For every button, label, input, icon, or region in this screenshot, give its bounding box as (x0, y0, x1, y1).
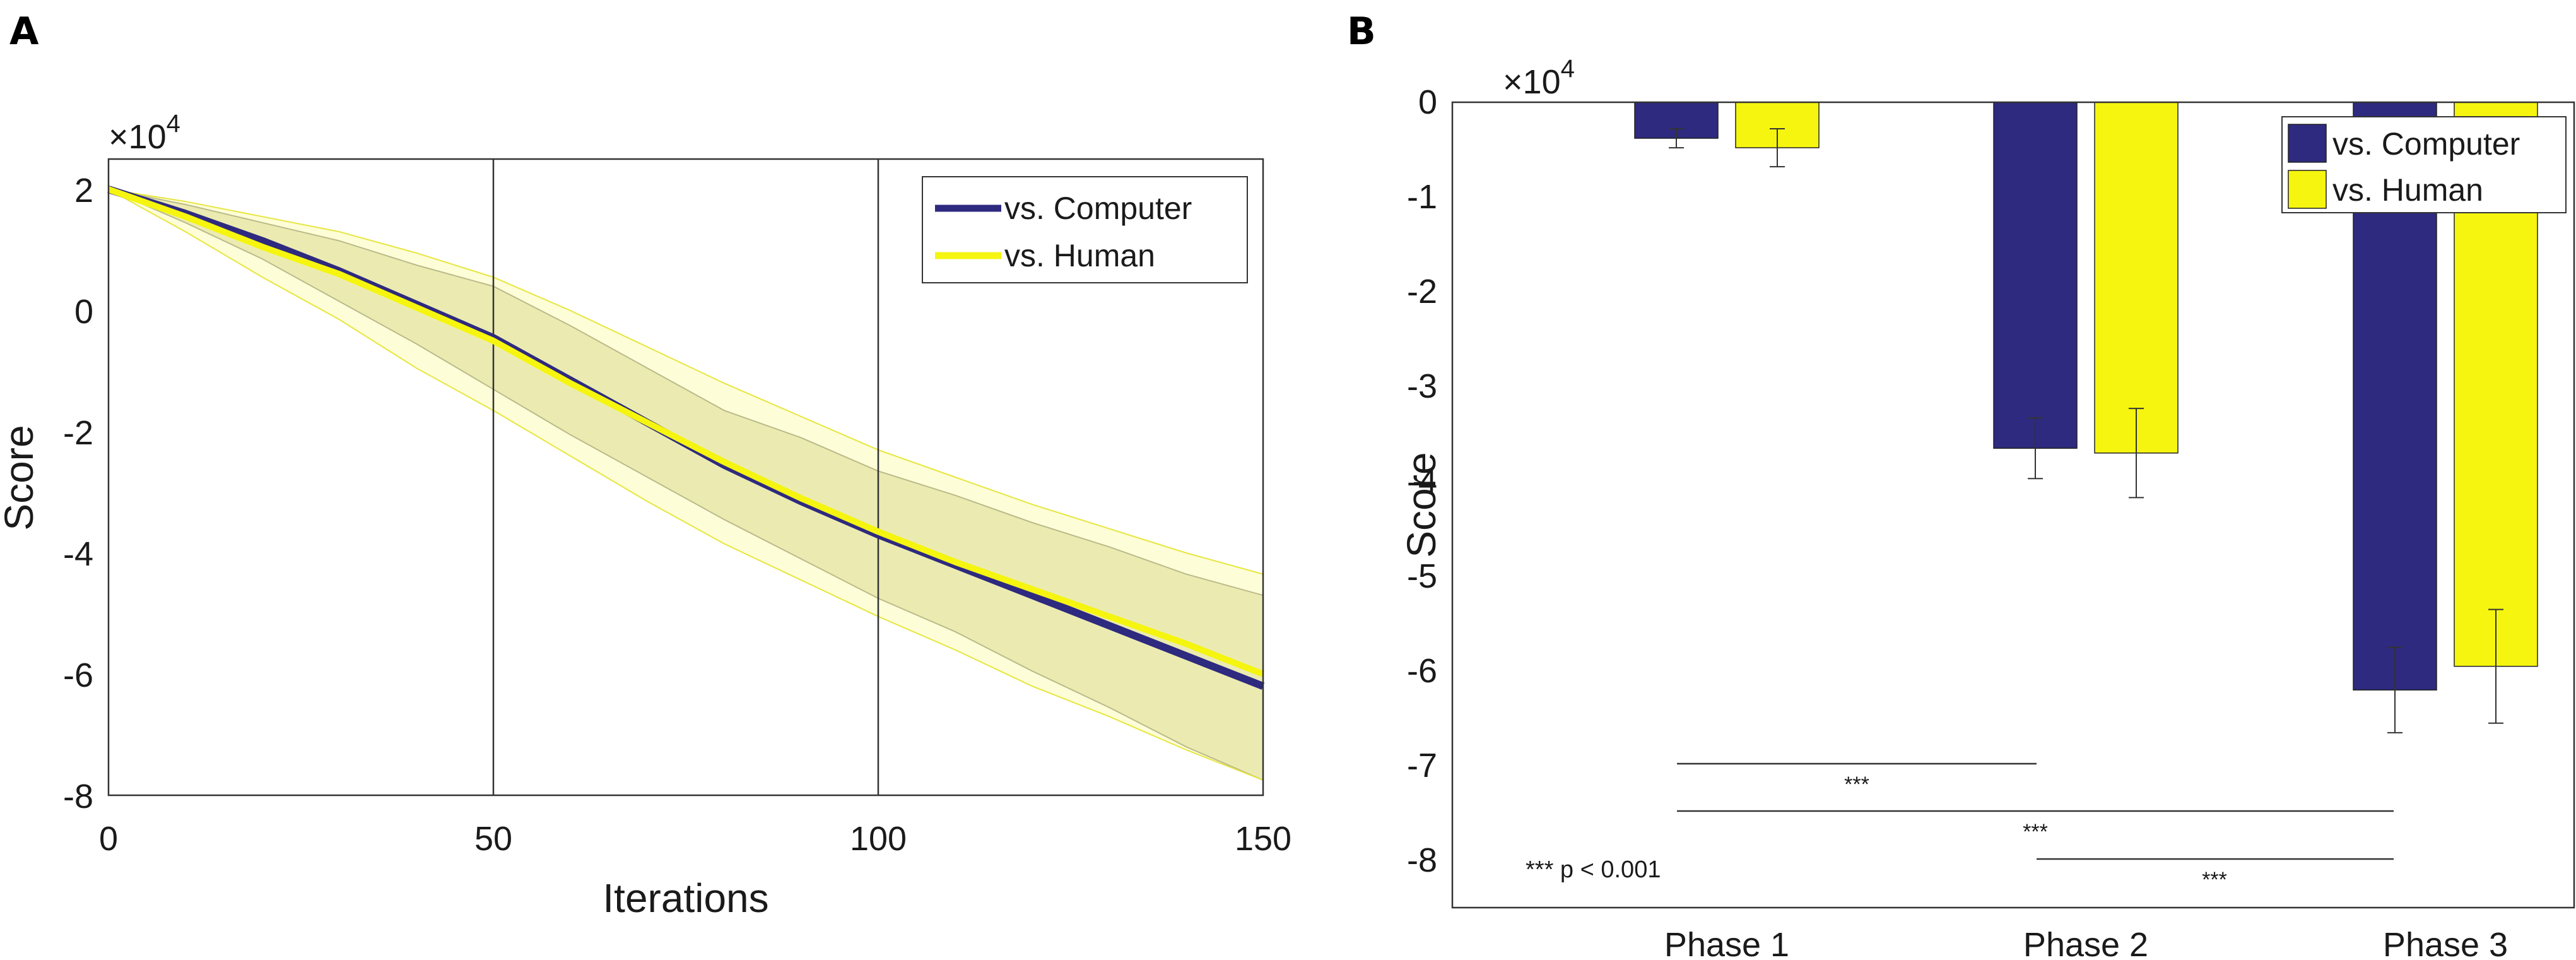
y-tick-label: -8 (63, 778, 93, 815)
y-tick-label: -5 (1407, 557, 1437, 595)
y-tick-label: 0 (74, 293, 93, 331)
y-tick-label: -4 (63, 535, 93, 573)
y-tick-label: -6 (1407, 652, 1437, 690)
series-line-human (107, 186, 1264, 677)
sig-stars: *** (2023, 820, 2048, 844)
legend-computer-label: vs. Computer (1004, 191, 1192, 226)
x-tick-label: 50 (474, 820, 512, 858)
y-tick-label: -6 (63, 656, 93, 694)
legend-computer-swatch (2288, 124, 2327, 163)
y-axis-label: Score (1399, 452, 1444, 557)
error-bar (2387, 646, 2403, 733)
phase-dividers (492, 159, 879, 795)
panel-b-multiplier: ×104 (1503, 55, 1575, 101)
error-bar (1770, 128, 1785, 168)
y-tick-label: 0 (1418, 83, 1437, 121)
bar-human-phase-2 (2094, 102, 2179, 454)
panel-a-axes-box (107, 158, 1264, 797)
y-tick-label: -3 (1407, 367, 1437, 405)
error-bar (1669, 128, 1684, 149)
y-tick-label: -7 (1407, 747, 1437, 785)
error-bar (2488, 608, 2503, 724)
legend-box (922, 176, 1248, 283)
y-tick-label: -2 (63, 414, 93, 452)
significance-note: *** p < 0.001 (1526, 856, 1661, 883)
panel-a-letter: A (9, 9, 39, 54)
x-tick-label: 100 (850, 820, 907, 858)
bar-computer-phase-2 (1993, 102, 2078, 449)
sig-stars: *** (1844, 773, 1869, 797)
sig-stars: *** (2202, 868, 2227, 892)
x-tick-label: 0 (99, 820, 118, 858)
legend-box (2281, 116, 2567, 213)
panel-b: B ×104 0 -1 -2 -3 -4 -5 -6 -7 -8 Phase 1… (1347, 9, 2575, 960)
y-axis-label: Score (0, 425, 42, 530)
y-tick-label: -1 (1407, 178, 1437, 216)
y-tick-label: -4 (1407, 463, 1437, 501)
x-tick-label: Phase 3 (2383, 926, 2508, 960)
legend-human-swatch (2288, 170, 2327, 209)
panel-a-multiplier: ×104 (109, 110, 180, 156)
panel-b-axes-box (1451, 101, 2575, 909)
x-tick-label: Phase 1 (1664, 926, 1789, 960)
legend-computer-label: vs. Computer (2332, 126, 2520, 162)
x-tick-label: 150 (1235, 820, 1291, 858)
legend: vs. Computer vs. Human (922, 176, 1248, 283)
legend: vs. Computer vs. Human (2281, 116, 2567, 213)
error-bar (2129, 408, 2144, 499)
y-tick-label: -2 (1407, 273, 1437, 311)
y-tick-label: 2 (74, 172, 93, 210)
y-tick-label: -8 (1407, 841, 1437, 879)
x-axis-label: Iterations (603, 875, 768, 921)
error-bars (1669, 128, 2503, 733)
legend-human-label: vs. Human (2332, 172, 2483, 208)
x-tick-label: Phase 2 (2023, 926, 2148, 960)
mean-lines (107, 186, 1265, 690)
significance-annotations: *** *** *** (1677, 762, 2394, 892)
error-bar (2028, 417, 2043, 480)
panel-b-letter: B (1347, 9, 1376, 54)
legend-human-label: vs. Human (1004, 238, 1155, 273)
panel-a: A ×104 0 50 100 150 2 0 -2 -4 -6 -8 Iter… (0, 9, 1291, 921)
